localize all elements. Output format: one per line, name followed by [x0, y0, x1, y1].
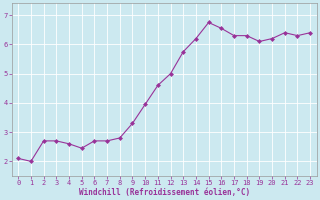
X-axis label: Windchill (Refroidissement éolien,°C): Windchill (Refroidissement éolien,°C) — [79, 188, 250, 197]
